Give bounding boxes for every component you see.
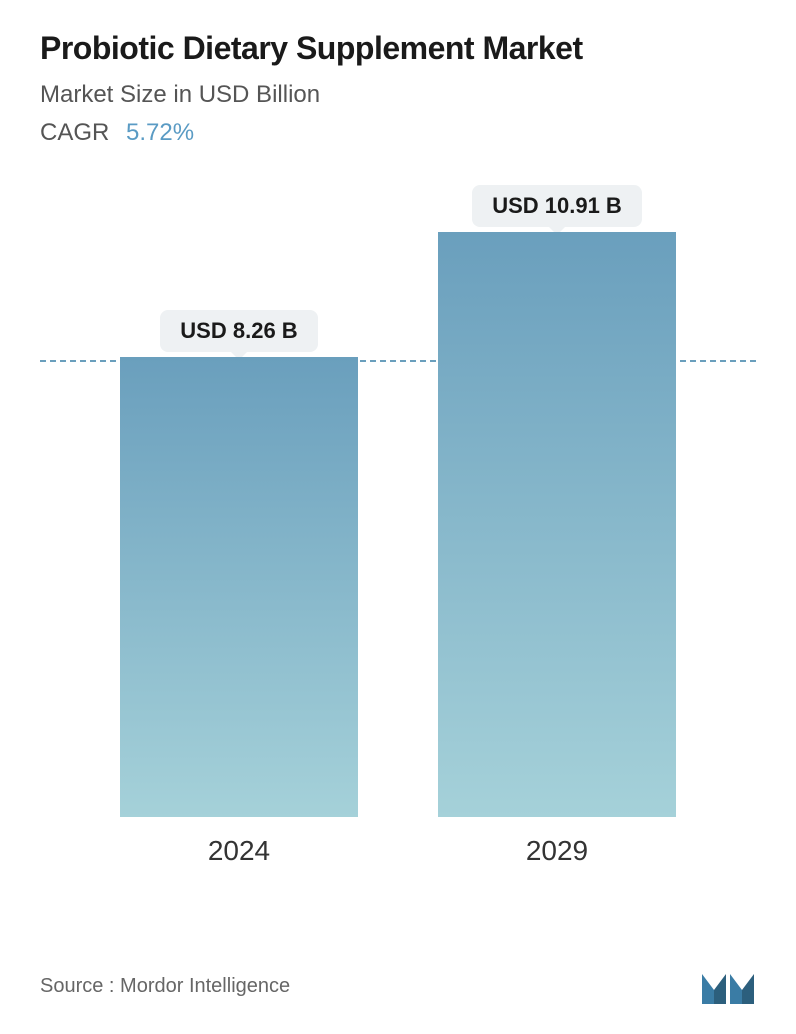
x-label-2024: 2024 <box>120 835 358 867</box>
bar-group-2029: USD 10.91 B <box>438 185 676 817</box>
value-label-2024: USD 8.26 B <box>160 310 317 352</box>
footer: Source : Mordor Intelligence <box>40 966 756 1006</box>
bars-container: USD 8.26 B USD 10.91 B <box>40 197 756 817</box>
chart-subtitle: Market Size in USD Billion <box>40 81 756 109</box>
x-label-2029: 2029 <box>438 835 676 867</box>
source-text: Source : Mordor Intelligence <box>40 975 290 998</box>
bar-2024 <box>120 357 358 817</box>
chart-area: USD 8.26 B USD 10.91 B 2024 2029 <box>40 197 756 897</box>
cagr-row: CAGR 5.72% <box>40 119 756 147</box>
cagr-value: 5.72% <box>126 119 194 146</box>
bar-2029 <box>438 232 676 817</box>
header: Probiotic Dietary Supplement Market Mark… <box>40 30 756 147</box>
value-label-2029: USD 10.91 B <box>472 185 642 227</box>
bar-group-2024: USD 8.26 B <box>120 310 358 817</box>
chart-title: Probiotic Dietary Supplement Market <box>40 30 756 67</box>
mordor-logo-icon <box>700 966 756 1006</box>
cagr-label: CAGR <box>40 119 109 146</box>
x-axis-labels: 2024 2029 <box>40 835 756 867</box>
